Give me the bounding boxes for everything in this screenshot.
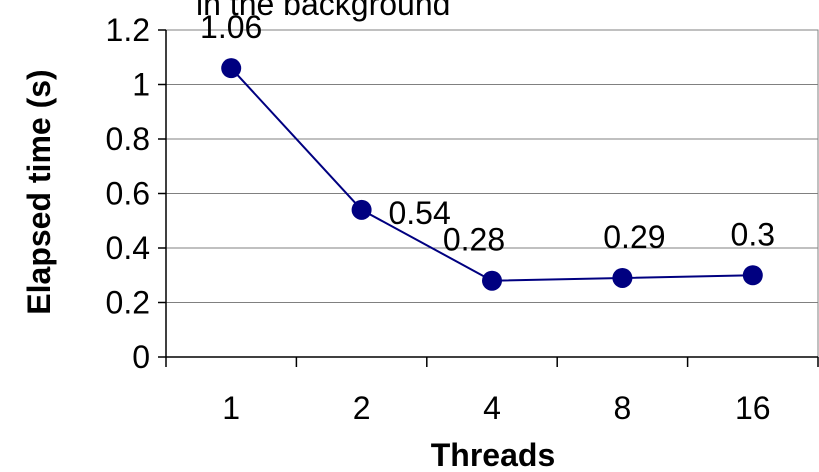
data-point: [482, 270, 502, 291]
data-label: 0.29: [603, 219, 665, 255]
y-tick-label: 0.6: [106, 176, 150, 212]
x-tick-label: 2: [353, 390, 371, 426]
chart-title: in the background: [196, 0, 450, 22]
y-axis-ticks: 0 0.2 0.4 0.6 0.8 1 1.2: [106, 12, 166, 375]
y-tick-label: 1.2: [106, 12, 150, 48]
x-tick-label: 16: [735, 390, 771, 426]
data-point: [221, 58, 242, 79]
data-labels: 1.06 0.540.28 0.29 0.3: [200, 9, 775, 258]
x-tick-label: 4: [483, 390, 501, 426]
x-axis-title: Threads: [431, 437, 555, 472]
series-points: [221, 58, 763, 291]
data-point: [742, 265, 763, 286]
x-tick-label: 8: [614, 390, 632, 426]
data-label: 1.06: [200, 9, 262, 45]
data-label: 0.28: [443, 222, 505, 258]
data-point: [351, 199, 372, 220]
y-axis-title: Elapsed time (s): [21, 69, 57, 314]
data-label: 0.54: [388, 195, 450, 231]
y-tick-label: 0: [132, 339, 150, 375]
gridlines: [166, 29, 818, 303]
data-label: 0.3: [731, 216, 775, 252]
x-tick-label: 1: [222, 390, 240, 426]
y-tick-label: 0.2: [106, 285, 150, 321]
y-tick-label: 0.8: [106, 121, 150, 157]
y-tick-label: 0.4: [106, 230, 150, 266]
x-axis-ticks: 1 2 4 8 16: [165, 357, 819, 426]
data-point: [612, 267, 633, 288]
y-tick-label: 1: [132, 67, 150, 103]
